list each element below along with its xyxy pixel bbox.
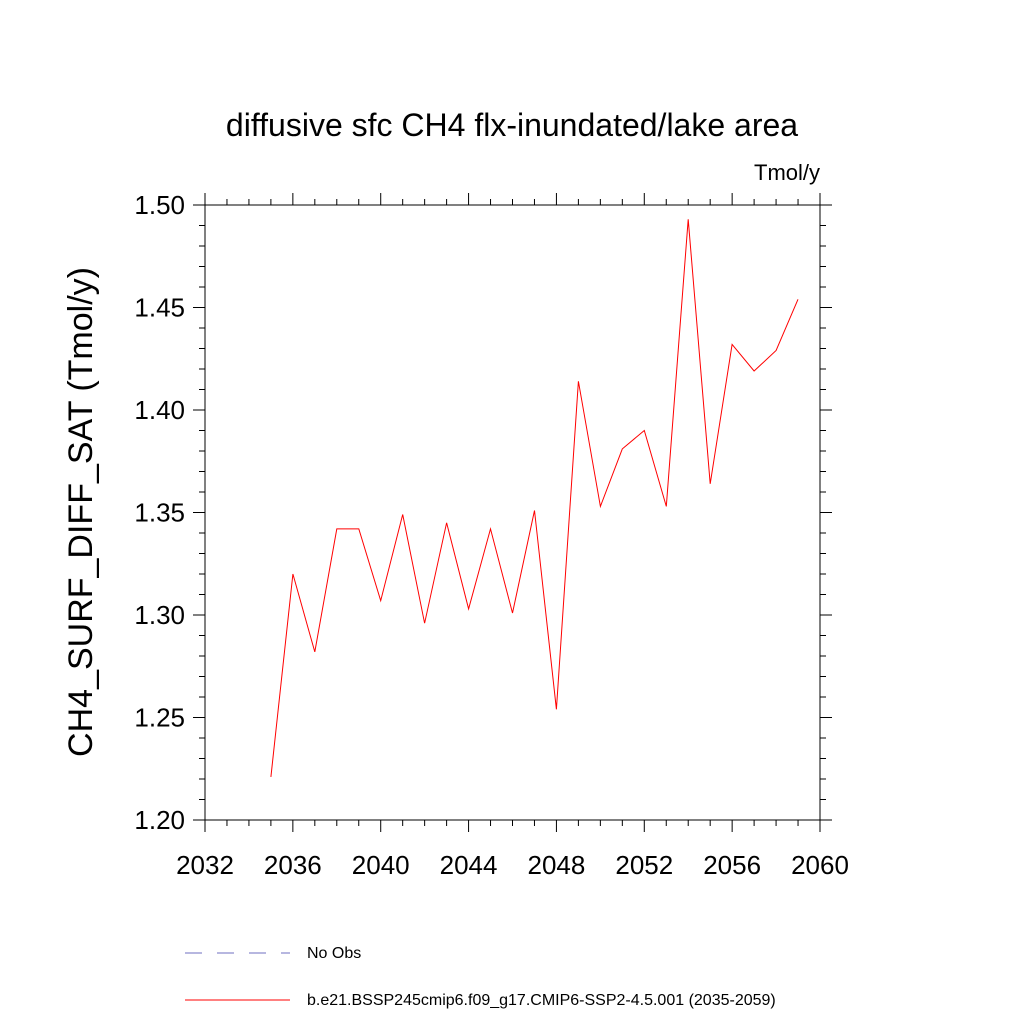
legend-label-model: b.e21.BSSP245cmip6.f09_g17.CMIP6-SSP2-4.…	[307, 992, 776, 1009]
y-tick-label: 1.35	[134, 498, 185, 528]
legend: No Obs b.e21.BSSP245cmip6.f09_g17.CMIP6-…	[185, 945, 776, 1009]
x-tick-label: 2044	[440, 850, 498, 880]
y-tick-label: 1.50	[134, 190, 185, 220]
x-tick-label: 2060	[791, 850, 849, 880]
x-tick-label: 2056	[703, 850, 761, 880]
legend-label-no-obs: No Obs	[307, 945, 361, 962]
x-tick-label: 2040	[352, 850, 410, 880]
plot-frame	[204, 204, 821, 821]
y-tick-label: 1.25	[134, 703, 185, 733]
x-tick-label: 2052	[615, 850, 673, 880]
x-tick-label: 2036	[264, 850, 322, 880]
y-axis-label: CH4_SURF_DIFF_SAT (Tmol/y)	[62, 267, 100, 757]
y-tick-label: 1.45	[134, 293, 185, 323]
units-label: Tmol/y	[754, 160, 820, 185]
chart-title: diffusive sfc CH4 flx-inundated/lake are…	[226, 107, 798, 143]
x-tick-label: 2032	[176, 850, 234, 880]
axis-ticks	[193, 193, 832, 832]
y-tick-label: 1.40	[134, 395, 185, 425]
series-layer	[270, 219, 799, 777]
y-tick-label: 1.20	[134, 805, 185, 835]
x-tick-label: 2048	[528, 850, 586, 880]
y-tick-label: 1.30	[134, 600, 185, 630]
tick-labels: 2032 2036 2040 2044 2048 2052 2056 2060 1.20 1.25…	[134, 190, 849, 880]
series-line	[270, 219, 799, 777]
